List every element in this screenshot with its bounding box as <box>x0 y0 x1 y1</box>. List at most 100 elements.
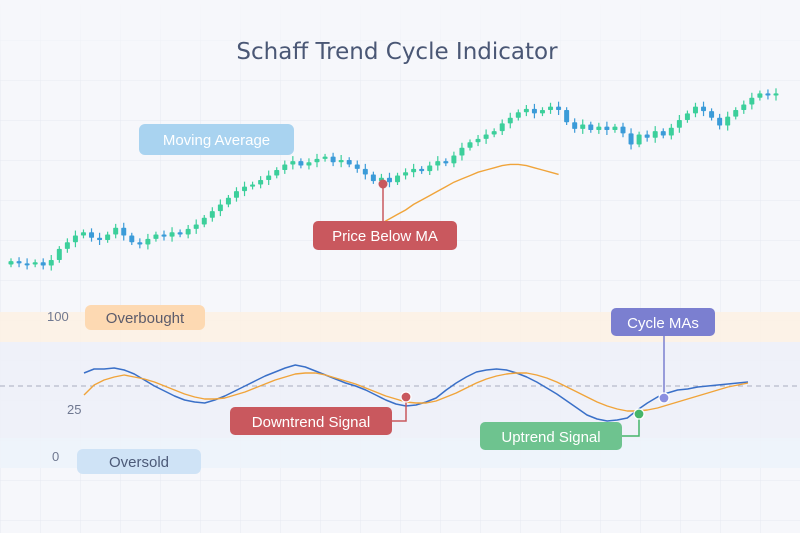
moving-average-label: Moving Average <box>163 132 270 149</box>
price-below-ma-dot <box>378 179 388 189</box>
cycle-mas-dot <box>658 392 670 404</box>
candle-up <box>250 184 256 187</box>
candle-up <box>32 262 38 265</box>
candle-down <box>765 93 771 96</box>
tag-uptrend-signal: Uptrend Signal <box>480 422 622 450</box>
candle-up <box>72 235 78 243</box>
candle-up <box>105 234 111 240</box>
candle-up <box>652 131 658 138</box>
candle-down <box>362 168 368 175</box>
uptrend-signal-label: Uptrend Signal <box>501 429 600 446</box>
candle-up <box>145 238 151 245</box>
annotation-connectors <box>382 184 665 437</box>
uptrend-connector <box>622 414 640 437</box>
oversold-label: Oversold <box>109 454 169 471</box>
candle-down <box>660 131 666 136</box>
candle-up <box>580 124 586 129</box>
candle-down <box>386 177 392 183</box>
candle-down <box>717 117 723 126</box>
candle-up <box>427 165 433 172</box>
candle-down <box>346 160 352 165</box>
candle-up <box>612 126 618 130</box>
tag-moving-average: Moving Average <box>139 124 294 155</box>
candle-down <box>588 124 594 130</box>
candle-up <box>507 117 513 124</box>
candle-up <box>741 104 747 110</box>
candle-up <box>225 197 231 205</box>
candle-up <box>548 106 554 110</box>
candle-up <box>113 227 119 235</box>
candle-up <box>242 186 248 192</box>
candle-down <box>330 156 336 163</box>
candle-up <box>80 232 86 236</box>
candle-up <box>499 123 505 132</box>
downtrend-connector <box>392 397 407 422</box>
candle-down <box>443 161 449 164</box>
candle-down <box>24 263 30 266</box>
chart-title: Schaff Trend Cycle Indicator <box>236 39 558 65</box>
candle-down <box>97 237 103 240</box>
candle-up <box>209 211 215 218</box>
tag-oversold: Oversold <box>77 449 201 474</box>
candle-down <box>531 108 537 114</box>
candle-down <box>161 234 167 237</box>
candle-up <box>185 228 191 235</box>
candle-up <box>403 172 409 176</box>
candle-up <box>8 261 14 265</box>
candle-up <box>338 160 344 163</box>
tag-overbought: Overbought <box>85 305 205 330</box>
downtrend-signal-label: Downtrend Signal <box>252 414 370 431</box>
candle-down <box>89 232 95 238</box>
candle-down <box>419 168 425 172</box>
candle-down <box>572 122 578 129</box>
candle-down <box>644 134 650 138</box>
candle-up <box>411 168 417 173</box>
candle-up <box>668 127 674 136</box>
candle-up <box>193 224 199 229</box>
candle-up <box>467 142 473 148</box>
candle-down <box>354 164 360 169</box>
candle-up <box>306 162 312 166</box>
candle-up <box>596 126 602 130</box>
candle-up <box>451 155 457 164</box>
indicator-panel-bg <box>0 342 800 438</box>
candle-up <box>435 161 441 166</box>
candle-up <box>169 232 175 237</box>
candle-down <box>121 227 127 236</box>
candle-down <box>620 126 626 134</box>
candle-up <box>684 113 690 120</box>
candle-up <box>483 134 489 139</box>
candle-up <box>733 110 739 117</box>
candle-up <box>773 93 779 96</box>
candle-up <box>274 170 280 176</box>
candle-up <box>523 108 529 113</box>
y-tick-0: 0 <box>52 449 59 464</box>
cycle-mas-label: Cycle MAs <box>627 315 699 332</box>
candle-up <box>282 164 288 170</box>
candle-down <box>556 106 562 110</box>
candle-up <box>459 147 465 156</box>
tag-cycle-mas: Cycle MAs <box>611 308 715 336</box>
candle-up <box>539 110 545 114</box>
title-fade <box>0 0 800 90</box>
candle-up <box>266 175 272 180</box>
candle-up <box>636 134 642 145</box>
overbought-label: Overbought <box>106 310 185 327</box>
candle-up <box>757 93 763 98</box>
candle-up <box>491 131 497 135</box>
candle-down <box>129 235 135 243</box>
candle-up <box>322 156 328 159</box>
candle-down <box>628 133 634 145</box>
downtrend-signal-dot <box>400 391 412 403</box>
tag-downtrend-signal: Downtrend Signal <box>230 407 392 435</box>
candle-up <box>395 175 401 183</box>
candlestick-series <box>8 88 779 271</box>
candle-down <box>709 111 715 118</box>
candle-down <box>298 161 304 166</box>
candle-up <box>233 191 239 198</box>
candle-up <box>676 120 682 128</box>
candle-down <box>16 261 22 264</box>
candle-down <box>40 262 46 266</box>
candle-up <box>64 242 70 249</box>
